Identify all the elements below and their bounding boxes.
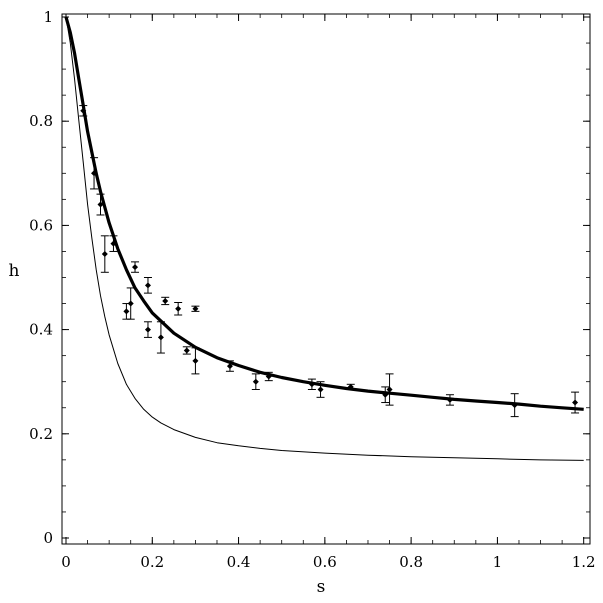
- point-marker: [511, 402, 518, 409]
- point-marker: [162, 297, 169, 304]
- point-marker: [127, 300, 134, 307]
- x-axis-label: s: [317, 577, 326, 597]
- data-point: [90, 157, 99, 190]
- data-points: [79, 105, 580, 418]
- fit-curve-thin: [65, 16, 584, 461]
- point-marker: [123, 308, 130, 315]
- data-point: [381, 386, 390, 404]
- data-point: [122, 303, 131, 320]
- data-point: [307, 378, 316, 391]
- point-marker: [175, 305, 182, 312]
- point-marker: [132, 264, 139, 271]
- point-marker: [265, 373, 272, 380]
- y-tick-label: 0.8: [29, 112, 53, 130]
- point-marker: [91, 170, 98, 177]
- point-marker: [144, 282, 151, 289]
- data-point: [126, 287, 135, 320]
- y-tick-label: 1: [43, 8, 53, 26]
- data-point: [264, 371, 273, 382]
- data-point: [96, 193, 105, 216]
- curves: [64, 16, 584, 461]
- data-point: [225, 360, 234, 372]
- point-marker: [347, 383, 354, 390]
- x-tick-label: 0.2: [140, 553, 164, 571]
- point-marker: [144, 326, 151, 333]
- point-marker: [183, 347, 190, 354]
- x-tick-label: 1: [493, 553, 503, 571]
- data-point: [385, 373, 394, 406]
- data-point: [510, 393, 519, 418]
- data-point: [143, 277, 152, 294]
- data-point: [316, 381, 325, 398]
- x-tick-label: 0.4: [227, 553, 251, 571]
- x-tick-label: 0.6: [313, 553, 337, 571]
- point-marker: [446, 396, 453, 403]
- data-point: [131, 261, 140, 273]
- point-marker: [157, 334, 164, 341]
- point-marker: [317, 386, 324, 393]
- data-point: [100, 235, 109, 273]
- x-tick-label: 1.2: [572, 553, 596, 571]
- data-point: [79, 105, 88, 117]
- point-marker: [192, 305, 199, 312]
- data-point: [191, 305, 200, 312]
- point-marker: [252, 378, 259, 385]
- y-tick-label: 0.6: [29, 216, 53, 234]
- data-point: [161, 296, 170, 306]
- data-point: [346, 383, 355, 391]
- data-point: [156, 321, 165, 354]
- data-point: [109, 235, 118, 252]
- plot-frame: [61, 13, 591, 545]
- x-axis-ticks: 0 0.2 0.4 0.6 0.8 1 1.2: [61, 14, 596, 571]
- y-tick-label: 0.4: [29, 321, 53, 339]
- fit-curve-thick: [64, 16, 584, 411]
- data-point: [174, 302, 183, 316]
- point-marker: [386, 386, 393, 393]
- y-tick-label: 0: [43, 529, 53, 547]
- data-point: [251, 373, 260, 391]
- data-point: [191, 347, 200, 375]
- point-marker: [572, 399, 579, 406]
- point-marker: [192, 357, 199, 364]
- point-marker: [80, 107, 87, 114]
- data-point: [445, 394, 454, 406]
- point-marker: [382, 391, 389, 398]
- point-marker: [97, 201, 104, 208]
- data-point: [571, 391, 580, 414]
- x-tick-label: 0: [61, 553, 71, 571]
- y-tick-label: 0.2: [29, 425, 53, 443]
- data-point: [143, 321, 152, 338]
- y-axis-ticks: 0 0.2 0.4 0.6 0.8 1: [29, 8, 590, 547]
- point-marker: [110, 240, 117, 247]
- point-marker: [226, 363, 233, 370]
- x-tick-label: 0.8: [399, 553, 423, 571]
- point-marker: [308, 381, 315, 388]
- point-marker: [101, 251, 108, 258]
- y-axis-label: h: [9, 261, 20, 281]
- data-point: [182, 346, 191, 355]
